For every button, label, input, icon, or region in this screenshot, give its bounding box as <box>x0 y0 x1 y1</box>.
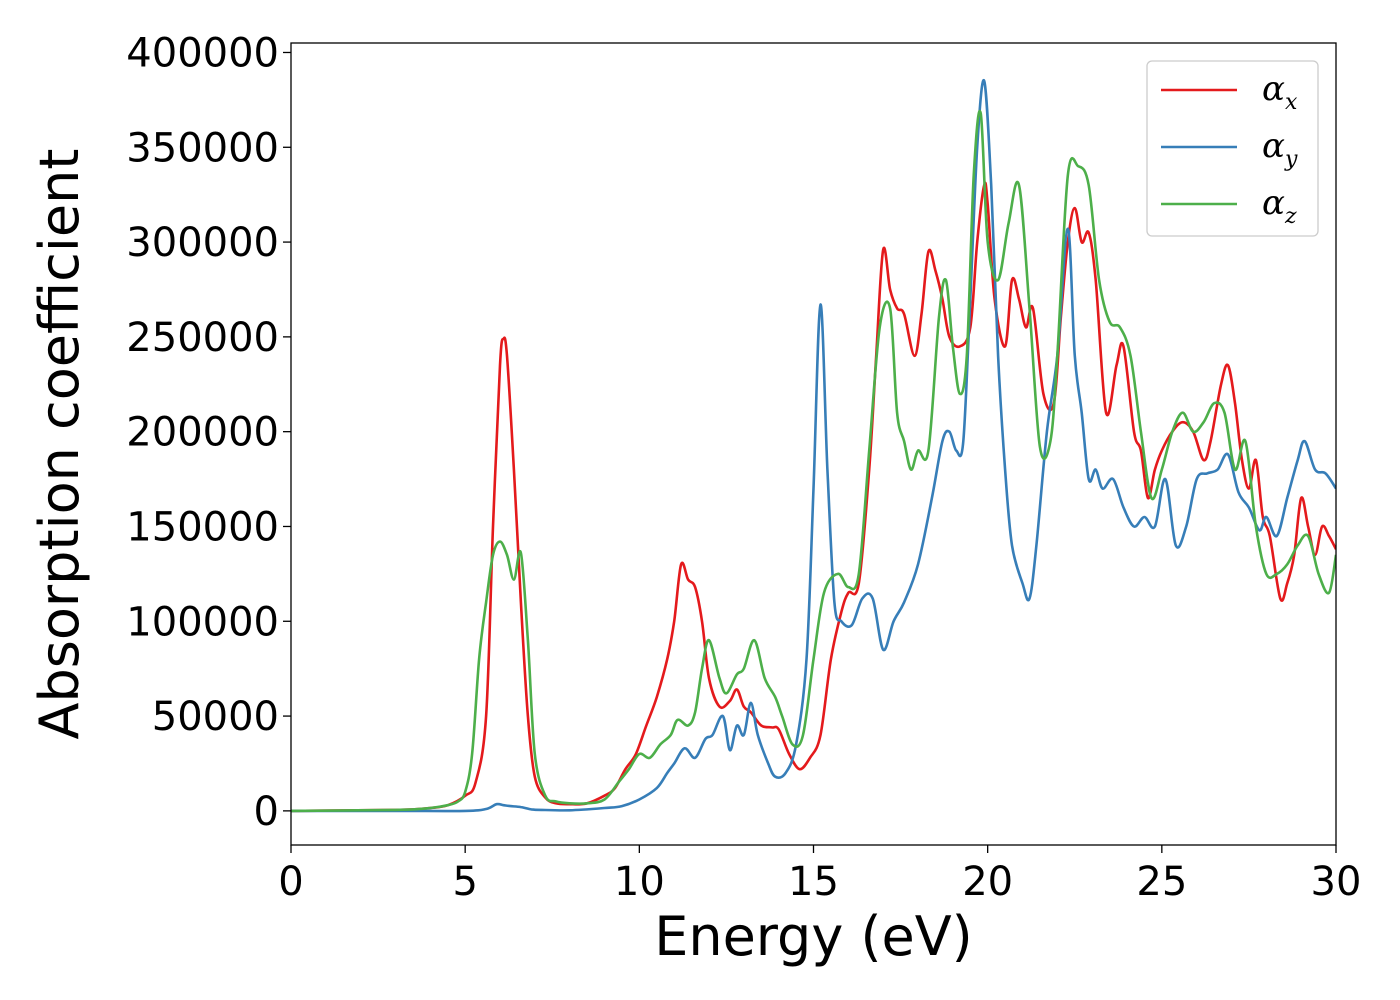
y-tick-label: 100000 <box>126 599 279 645</box>
y-tick-label: 0 <box>254 789 279 835</box>
x-tick-label: 25 <box>1136 859 1187 905</box>
series-line-z <box>291 109 1336 813</box>
y-tick-label: 200000 <box>126 410 279 456</box>
x-tick-label: 0 <box>278 859 303 905</box>
series-line-y <box>291 79 1336 813</box>
y-axis-label: Absorption coefficient <box>28 149 91 740</box>
y-tick-label: 350000 <box>126 125 279 171</box>
y-tick-label: 50000 <box>152 694 279 740</box>
x-tick-label: 30 <box>1311 859 1362 905</box>
y-axis-ticks: 0 50000 100000 150000 200000 250000 300000 3500… <box>126 30 291 835</box>
legend-box <box>1146 60 1319 237</box>
x-axis-ticks: 0 5 10 15 20 25 30 <box>278 845 1361 905</box>
y-tick-label: 300000 <box>126 220 279 266</box>
x-tick-label: 20 <box>962 859 1013 905</box>
y-tick-label: 150000 <box>126 504 279 550</box>
x-tick-label: 10 <box>614 859 665 905</box>
x-tick-label: 15 <box>788 859 839 905</box>
y-tick-label: 250000 <box>126 315 279 361</box>
x-axis-label: Energy (eV) <box>654 905 973 968</box>
series-layer <box>291 79 1336 813</box>
x-tick-label: 5 <box>452 859 477 905</box>
y-tick-label: 400000 <box>126 30 279 76</box>
